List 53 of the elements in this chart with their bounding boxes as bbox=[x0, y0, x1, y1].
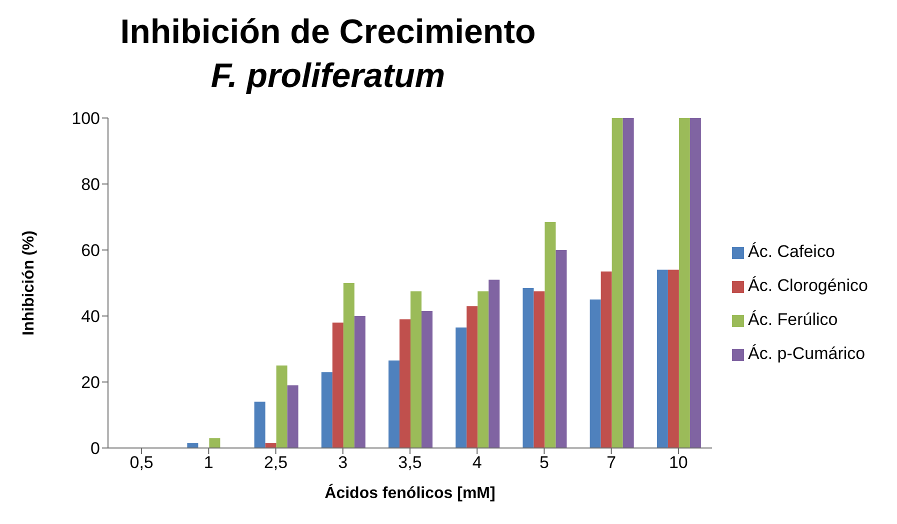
legend-label: Ác. Ferúlico bbox=[748, 310, 838, 329]
legend-label: Ác. p-Cumárico bbox=[748, 344, 866, 363]
x-tick-label: 1 bbox=[204, 453, 214, 472]
bar bbox=[478, 291, 489, 448]
x-tick-label: 2,5 bbox=[264, 453, 288, 472]
bar bbox=[254, 402, 266, 448]
bar bbox=[488, 280, 500, 448]
bar bbox=[321, 372, 332, 448]
y-tick-label: 80 bbox=[81, 175, 100, 194]
x-tick-label: 10 bbox=[668, 453, 688, 472]
y-axis-title: Inhibición (%) bbox=[20, 230, 38, 336]
bar bbox=[656, 270, 668, 448]
y-tick-label: 100 bbox=[72, 109, 100, 128]
bar bbox=[265, 443, 276, 448]
y-tick-label: 60 bbox=[81, 241, 100, 260]
bar bbox=[410, 291, 422, 448]
x-tick-label: 7 bbox=[606, 453, 616, 472]
bar bbox=[690, 118, 701, 448]
bar bbox=[668, 270, 679, 448]
x-tick-label: 0,5 bbox=[130, 453, 154, 472]
bar bbox=[287, 385, 298, 448]
bar bbox=[209, 438, 220, 448]
bar bbox=[678, 118, 690, 448]
bar bbox=[522, 288, 534, 448]
bar bbox=[590, 300, 601, 448]
y-tick-label: 20 bbox=[81, 373, 100, 392]
y-tick-label: 40 bbox=[81, 307, 100, 326]
chart-subtitle: F. proliferatum bbox=[210, 56, 446, 97]
bar bbox=[400, 319, 411, 448]
bar bbox=[544, 222, 556, 448]
bar bbox=[466, 306, 478, 448]
x-axis-title: Ácidos fenólicos [mM] bbox=[324, 483, 496, 502]
bar bbox=[534, 291, 545, 448]
bar bbox=[456, 328, 467, 448]
bar bbox=[276, 366, 288, 448]
x-tick-label: 3,5 bbox=[398, 453, 422, 472]
bar bbox=[622, 118, 634, 448]
bar bbox=[354, 316, 366, 448]
y-tick-label: 0 bbox=[90, 439, 100, 458]
legend-label: Ác. Clorogénico bbox=[748, 276, 868, 295]
bar bbox=[187, 443, 198, 448]
x-tick-label: 4 bbox=[472, 453, 482, 472]
x-tick-label: 3 bbox=[338, 453, 348, 472]
bar bbox=[612, 118, 623, 448]
legend-label: Ác. Cafeico bbox=[748, 242, 835, 261]
bar bbox=[343, 283, 354, 448]
bar bbox=[388, 360, 400, 448]
chart-title: Inhibición de Crecimiento bbox=[119, 12, 537, 53]
bar bbox=[556, 250, 567, 448]
bar bbox=[600, 271, 612, 448]
x-tick-label: 5 bbox=[539, 453, 549, 472]
bar bbox=[332, 322, 344, 448]
bar bbox=[422, 311, 433, 448]
